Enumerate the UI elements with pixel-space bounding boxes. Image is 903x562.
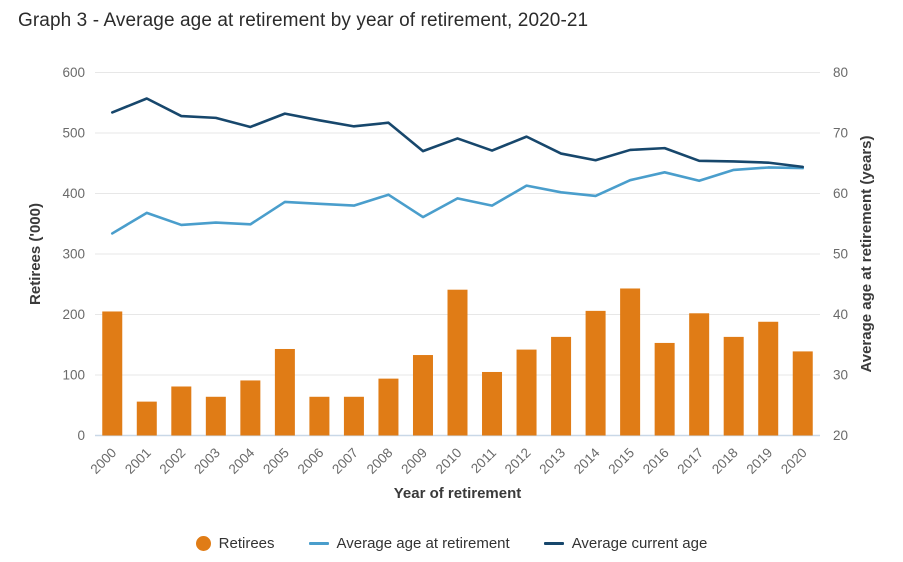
bar-2011 [482, 371, 503, 436]
x-axis-tick: 2002 [157, 445, 189, 477]
x-axis-tick: 2004 [226, 445, 258, 477]
bar-2017 [689, 313, 710, 436]
chart-legend: Retirees Average age at retirement Avera… [0, 535, 903, 552]
bar-2008 [378, 378, 399, 436]
legend-label-average-current-age: Average current age [571, 535, 708, 552]
bar-2004 [240, 380, 261, 436]
legend-item-average-current-age: Average current age [543, 535, 708, 552]
bar-2009 [412, 355, 433, 436]
x-axis-tick: 2011 [468, 445, 499, 476]
chart-title: Graph 3 - Average age at retirement by y… [18, 10, 589, 31]
left-axis-tick: 200 [62, 307, 85, 322]
average-age-at-retirement-marker-icon [308, 542, 329, 545]
x-axis-tick: 2010 [433, 445, 465, 477]
x-axis-title: Year of retirement [394, 485, 522, 502]
x-axis-tick: 2000 [88, 445, 120, 477]
legend-item-retirees: Retirees [195, 535, 275, 552]
bar-2003 [205, 396, 226, 436]
bar-2006 [309, 396, 330, 436]
left-axis-tick: 300 [62, 247, 85, 262]
bar-2000 [102, 311, 123, 436]
x-axis-tick: 2017 [674, 445, 706, 477]
right-axis-tick: 30 [833, 368, 848, 383]
bar-2019 [758, 321, 779, 436]
bar-2001 [136, 401, 157, 436]
x-axis-tick: 2009 [398, 445, 430, 477]
retirees-marker-icon [195, 536, 211, 551]
legend-item-average-age-at-retirement: Average age at retirement [308, 535, 510, 552]
x-axis-tick: 2012 [502, 445, 534, 477]
legend-label-average-age-at-retirement: Average age at retirement [336, 535, 510, 552]
x-axis-tick: 2007 [329, 445, 361, 477]
x-axis-tick: 2001 [122, 445, 154, 477]
bar-2014 [585, 310, 606, 436]
bar-2010 [447, 289, 468, 436]
x-axis-tick: 2016 [640, 445, 672, 477]
right-axis-tick: 20 [833, 428, 848, 443]
bar-2012 [516, 349, 537, 436]
bar-2015 [620, 288, 641, 436]
bar-2007 [343, 396, 364, 436]
left-axis-tick: 0 [77, 428, 85, 443]
average-current-age-marker-icon [543, 542, 564, 545]
right-axis-title: Average age at retirement (years) [858, 135, 875, 372]
bar-2018 [723, 336, 744, 436]
left-axis-title: Retirees ('000) [27, 203, 44, 305]
x-axis-tick: 2020 [778, 445, 810, 477]
left-axis-tick: 100 [62, 368, 85, 383]
bar-2020 [792, 351, 813, 436]
right-axis-tick: 70 [833, 126, 848, 141]
bar-2013 [551, 336, 572, 436]
left-axis-tick: 500 [62, 126, 85, 141]
x-axis-tick: 2018 [709, 445, 741, 477]
right-axis-tick: 60 [833, 186, 848, 201]
left-axis-tick: 600 [62, 65, 85, 80]
x-axis-tick: 2014 [571, 445, 603, 477]
line-average-current-age [110, 97, 805, 169]
x-axis-tick: 2015 [605, 445, 637, 477]
bar-2002 [171, 386, 192, 436]
right-axis-tick: 50 [833, 247, 848, 262]
x-axis-tick: 2008 [364, 445, 396, 477]
x-axis-tick: 2005 [260, 445, 292, 477]
legend-label-retirees: Retirees [218, 535, 275, 552]
bar-2005 [274, 348, 295, 436]
x-axis-tick: 2003 [191, 445, 223, 477]
x-axis-tick: 2013 [536, 445, 568, 477]
right-axis-tick: 80 [833, 65, 848, 80]
right-axis-tick: 40 [833, 307, 848, 322]
line-average-age-at-retirement [110, 166, 805, 235]
bar-2016 [654, 342, 675, 436]
left-axis-tick: 400 [62, 186, 85, 201]
x-axis-tick: 2019 [743, 445, 775, 477]
x-axis-tick: 2006 [295, 445, 327, 477]
